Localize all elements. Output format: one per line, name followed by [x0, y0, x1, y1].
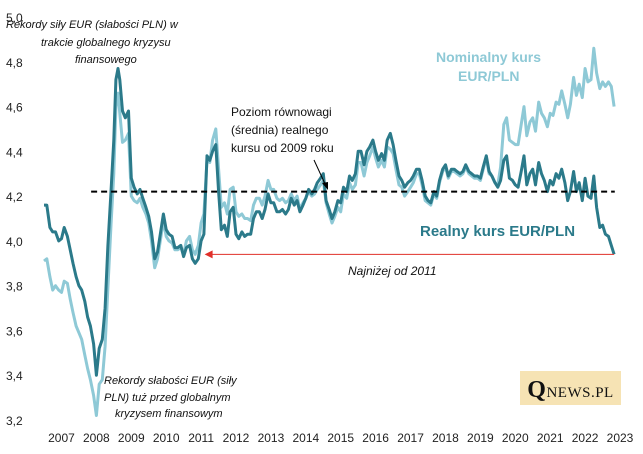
x-tick-label: 2013	[258, 431, 285, 445]
series-lines	[43, 46, 616, 417]
equilibrium-pointer	[313, 159, 327, 187]
x-tick-label: 2023	[607, 431, 634, 445]
series-line-real	[44, 67, 616, 377]
y-tick-label: 3,8	[6, 280, 23, 294]
y-tick-label: 4,0	[6, 235, 23, 249]
annotation-equilibrium-line2: (średnia) realnego	[231, 123, 329, 137]
annotation-equilibrium-line3: kursu od 2009 roku	[231, 141, 334, 155]
qnews-logo: QNEWS.PL	[520, 371, 621, 405]
y-tick-label: 3,2	[6, 414, 23, 428]
logo-pl: PL	[595, 385, 614, 401]
x-tick-label: 2007	[48, 431, 75, 445]
y-tick-label: 3,6	[6, 324, 23, 338]
x-tick-label: 2010	[153, 431, 180, 445]
y-tick-label: 4,4	[6, 145, 23, 159]
annotation-bottom-left-line3: kryzysem finansowym	[115, 408, 223, 420]
legend-real: Realny kurs EUR/PLN	[420, 223, 575, 240]
logo-q: Q	[527, 377, 547, 403]
annotation-bottom-left-line2: PLN) tuż przed globalnym	[104, 392, 231, 404]
x-axis: 2007 2008 2009 2010 2011 2012 2013 2014 2015 2016…	[48, 431, 634, 445]
low-arrow-head	[204, 250, 213, 259]
y-tick-label: 3,4	[6, 369, 23, 383]
logo-news: NEWS	[546, 385, 591, 401]
x-tick-label: 2009	[118, 431, 145, 445]
x-tick-label: 2016	[362, 431, 389, 445]
annotation-top-left-line1: Rekordy siły EUR (słabości PLN) w	[6, 19, 179, 31]
low-marker	[204, 250, 615, 259]
y-tick-label: 4,8	[6, 56, 23, 70]
x-tick-label: 2014	[292, 431, 319, 445]
x-tick-label: 2015	[327, 431, 354, 445]
x-tick-label: 2008	[83, 431, 110, 445]
equilibrium-pointer-head	[322, 182, 328, 190]
x-tick-label: 2011	[188, 431, 214, 445]
annotation-equilibrium-line1: Poziom równowagi	[231, 105, 332, 119]
logo-dot: .	[590, 385, 596, 401]
y-tick-label: 4,6	[6, 101, 23, 115]
x-tick-label: 2019	[467, 431, 494, 445]
x-tick-label: 2018	[432, 431, 459, 445]
annotation-low: Najniżej od 2011	[348, 264, 437, 278]
x-tick-label: 2021	[537, 431, 564, 445]
annotation-bottom-left-line1: Rekordy słabości EUR (siły	[104, 375, 238, 387]
x-tick-label: 2017	[397, 431, 424, 445]
y-tick-label: 5,0	[6, 11, 23, 25]
legend-nominal-line2: EUR/PLN	[458, 68, 519, 84]
x-tick-label: 2020	[502, 431, 529, 445]
annotation-top-left-line2: trakcie globalnego kryzysu	[41, 37, 171, 49]
annotation-top-left-line3: finansowego	[75, 54, 137, 66]
x-tick-label: 2012	[223, 431, 250, 445]
y-axis: 3,2 3,4 3,6 3,8 4,0 4,2 4,4 4,6 4,8 5,0	[6, 11, 23, 428]
x-tick-label: 2022	[572, 431, 599, 445]
y-tick-label: 4,2	[6, 190, 23, 204]
legend-nominal-line1: Nominalny kurs	[436, 49, 541, 65]
